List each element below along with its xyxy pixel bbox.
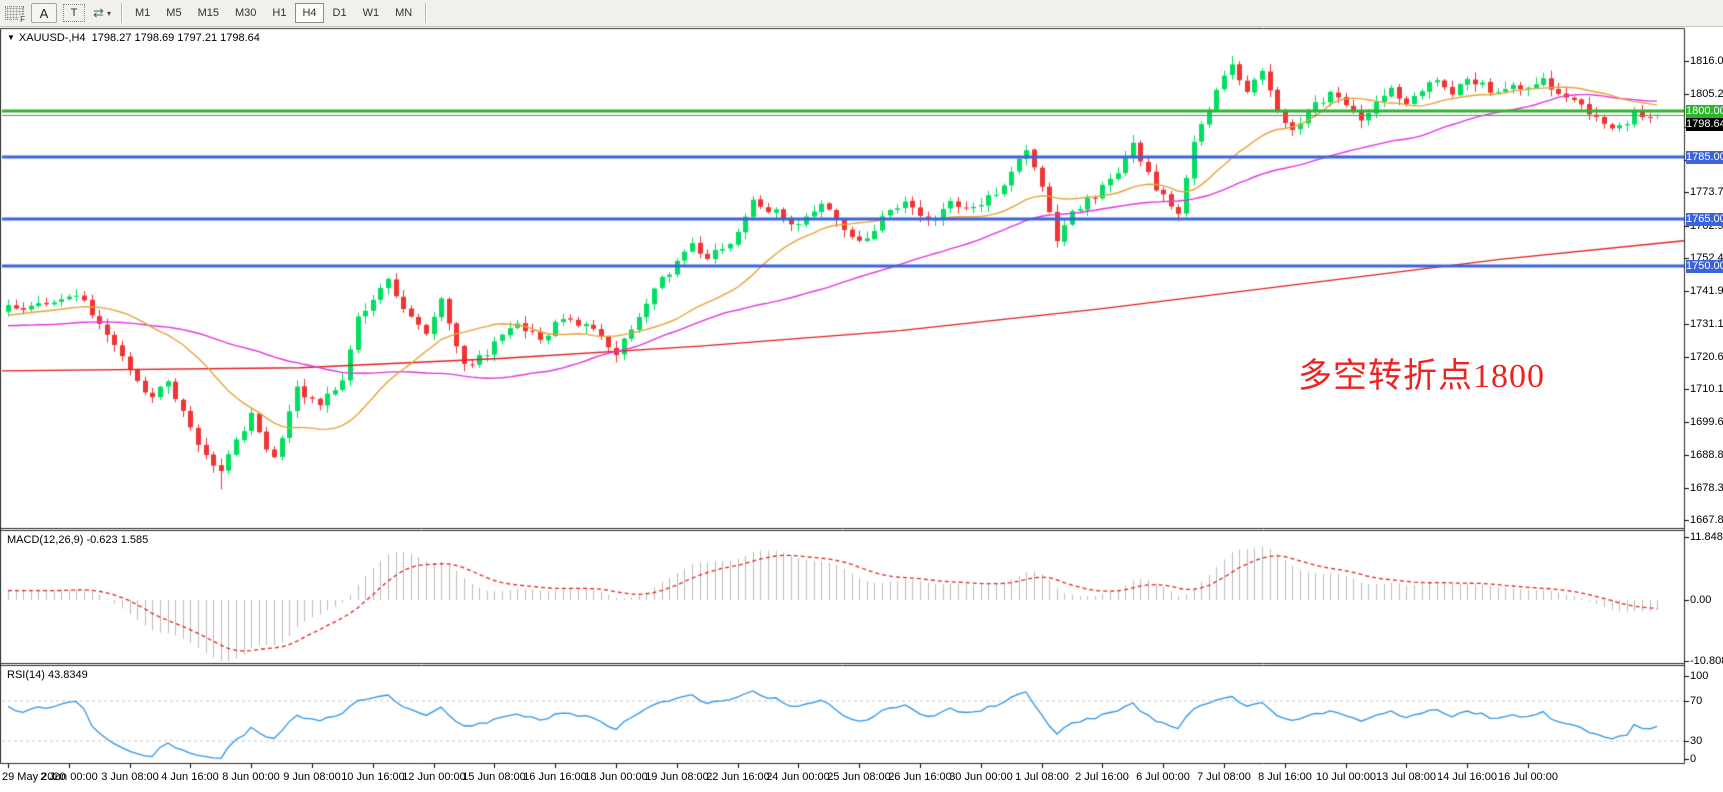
time-axis-label: 30 Jun 00:00 — [949, 771, 1013, 783]
time-axis-label: 2 Jul 16:00 — [1075, 771, 1129, 783]
time-axis-label: 16 Jun 16:00 — [523, 771, 587, 783]
text-icon: T — [63, 4, 85, 22]
timeframe-button-m30[interactable]: M30 — [228, 3, 263, 23]
time-axis-label: 3 Jun 08:00 — [101, 771, 159, 783]
arrows-icon: ⇄ — [93, 5, 104, 20]
text-tool-button[interactable]: T — [62, 3, 86, 23]
current-price-badge: 1798.64 — [1686, 118, 1723, 131]
hline-price-badge: 1750.00 — [1686, 260, 1723, 273]
rsi-axis-label: 100 — [1690, 670, 1709, 682]
indicator-arrows-button[interactable]: ⇄ ▾ — [90, 3, 114, 23]
timeframe-button-m15[interactable]: M15 — [191, 3, 226, 23]
grid-properties-icon[interactable]: F — [2, 3, 26, 24]
timeframe-button-m5[interactable]: M5 — [159, 3, 188, 23]
time-axis-label: 19 Jun 08:00 — [645, 771, 709, 783]
toolbar: F A T ⇄ ▾ M1 M5 M15 M30 H1 H4 D1 W1 MN — [0, 0, 1723, 27]
macd-axis-label: -10.808 — [1690, 655, 1723, 667]
grid-icon — [4, 6, 24, 20]
price-axis-label: 1667.80 — [1690, 514, 1723, 527]
macd-indicator-label: MACD(12,26,9) -0.623 1.585 — [7, 534, 149, 546]
time-axis-label: 24 Jun 00:00 — [766, 771, 830, 783]
time-axis-label: 6 Jul 00:00 — [1136, 771, 1190, 783]
hline-price-badge: 1785.00 — [1686, 151, 1723, 164]
price-axis-label: 1699.60 — [1690, 415, 1723, 428]
rsi-axis-label: 70 — [1690, 695, 1703, 707]
toolbar-separator — [121, 3, 122, 23]
time-axis-label: 16 Jul 00:00 — [1498, 771, 1558, 783]
macd-axis-label: 0.00 — [1690, 594, 1712, 606]
time-axis-label: 12 Jun 00:00 — [402, 771, 466, 783]
time-axis-label: 10 Jun 16:00 — [341, 771, 405, 783]
timeframe-button-h4[interactable]: H4 — [295, 3, 324, 23]
price-axis-label: 1731.10 — [1690, 318, 1723, 331]
time-axis-label: 13 Jul 08:00 — [1376, 771, 1436, 783]
price-axis-label: 1773.70 — [1690, 186, 1723, 199]
chevron-down-icon: ▾ — [106, 8, 111, 18]
timeframe-button-w1[interactable]: W1 — [356, 3, 387, 23]
time-axis-label: 14 Jul 16:00 — [1437, 771, 1497, 783]
time-axis-label: 25 Jun 08:00 — [827, 771, 891, 783]
rsi-axis-label: 30 — [1690, 735, 1703, 747]
price-axis-label: 1678.30 — [1690, 481, 1723, 494]
timeframe-button-m1[interactable]: M1 — [128, 3, 157, 23]
timeframe-button-d1[interactable]: D1 — [326, 3, 354, 23]
macd-axis-label: 11.848 — [1690, 531, 1723, 543]
time-axis-label: 10 Jul 00:00 — [1316, 771, 1376, 783]
time-axis-label: 2 Jun 00:00 — [40, 771, 98, 783]
hline-price-badge: 1800.00 — [1686, 105, 1723, 118]
time-axis-label: 26 Jun 16:00 — [888, 771, 952, 783]
timeframe-group: M1 M5 M15 M30 H1 H4 D1 W1 MN — [127, 3, 420, 23]
price-axis-label: 1816.00 — [1690, 54, 1723, 67]
collapse-triangle-icon: ▼ — [7, 33, 15, 42]
time-axis-label: 29 May 2020 — [2, 771, 66, 783]
chart-title: ▼ XAUUSD-,H4 1798.27 1798.69 1797.21 1798… — [7, 32, 260, 44]
time-axis-label: 8 Jun 00:00 — [222, 771, 280, 783]
price-axis-label: 1688.80 — [1690, 449, 1723, 462]
time-axis-label: 18 Jun 00:00 — [584, 771, 648, 783]
price-axis-label: 1741.90 — [1690, 284, 1723, 297]
grid-icon-letter: F — [19, 15, 25, 24]
time-axis-label: 4 Jun 16:00 — [161, 771, 219, 783]
time-axis-label: 7 Jul 08:00 — [1197, 771, 1251, 783]
time-axis-label: 1 Jul 08:00 — [1015, 771, 1069, 783]
price-axis-label: 1710.10 — [1690, 383, 1723, 396]
price-axis-label: 1805.20 — [1690, 88, 1723, 101]
price-axis-label: 1720.60 — [1690, 350, 1723, 363]
time-axis-label: 15 Jun 08:00 — [462, 771, 526, 783]
time-axis-label: 9 Jun 08:00 — [283, 771, 341, 783]
cursor-tool-button[interactable]: A — [31, 3, 57, 23]
hline-price-badge: 1765.00 — [1686, 213, 1723, 226]
timeframe-button-h1[interactable]: H1 — [265, 3, 293, 23]
symbol-period: XAUUSD-,H4 — [18, 32, 86, 44]
rsi-axis-label: 0 — [1690, 753, 1697, 765]
rsi-indicator-label: RSI(14) 43.8349 — [7, 669, 88, 681]
chart-text-annotation[interactable]: 多空转折点1800 — [1298, 358, 1545, 395]
toolbar-separator — [425, 3, 427, 23]
time-axis-label: 8 Jul 16:00 — [1258, 771, 1312, 783]
time-axis-label: 22 Jun 16:00 — [706, 771, 770, 783]
ohlc-values: 1798.27 1798.69 1797.21 1798.64 — [91, 32, 260, 44]
timeframe-button-mn[interactable]: MN — [388, 3, 419, 23]
